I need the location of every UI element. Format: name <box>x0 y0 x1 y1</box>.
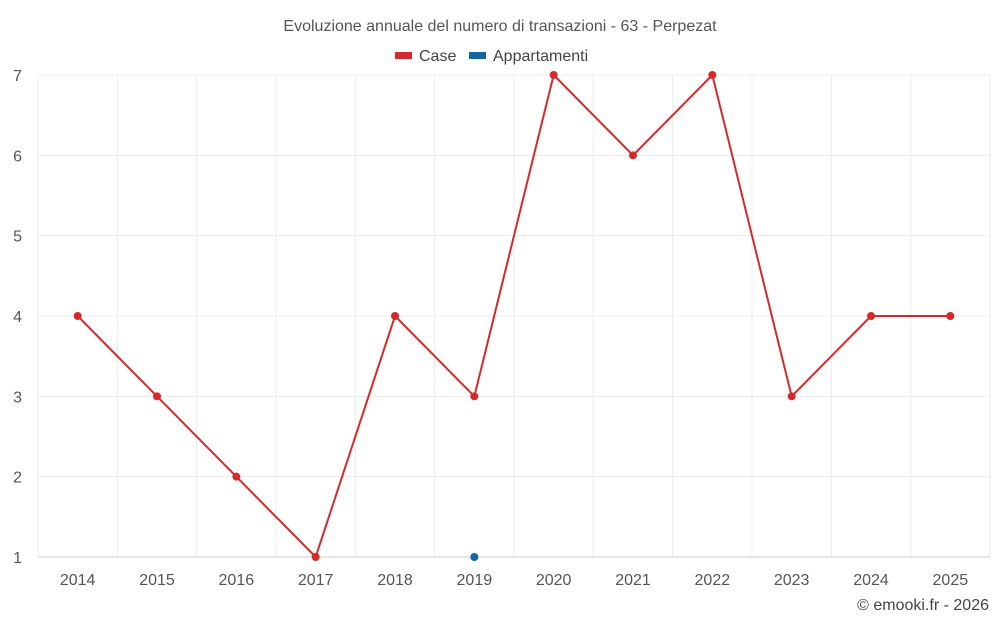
x-tick-label: 2024 <box>853 572 889 589</box>
x-tick-label: 2017 <box>298 572 334 589</box>
series-line-case <box>76 73 951 559</box>
y-tick-label: 7 <box>13 68 22 85</box>
data-point-case-2018[interactable] <box>391 312 399 320</box>
data-point-case-2023[interactable] <box>787 392 796 401</box>
chart-title: Evoluzione annuale del numero di transaz… <box>283 18 717 35</box>
credit-text: © emooki.fr - 2026 <box>857 597 989 614</box>
series <box>73 71 955 561</box>
y-tick-label: 1 <box>13 550 22 567</box>
x-tick-label: 2014 <box>60 572 96 589</box>
y-tick-label: 5 <box>13 229 22 246</box>
data-point-case-2020[interactable] <box>549 71 558 79</box>
axes: 1 2 3 4 5 6 7 2014 2015 2016 2017 2018 2019 2020 2021 2… <box>13 68 990 589</box>
x-tick-label: 2021 <box>615 572 651 589</box>
data-point-case-2021[interactable] <box>629 151 637 160</box>
x-tick-label: 2015 <box>139 572 175 589</box>
data-point-case-2024[interactable] <box>867 312 875 320</box>
y-tick-label: 2 <box>13 470 22 487</box>
x-tick-label: 2023 <box>774 572 810 589</box>
x-tick-label: 2025 <box>933 572 969 589</box>
x-tick-label: 2018 <box>377 572 413 589</box>
y-tick-label: 3 <box>13 389 22 406</box>
data-point-appartamenti-2019[interactable] <box>470 553 479 561</box>
data-point-case-2017[interactable] <box>311 553 320 561</box>
x-tick-label: 2016 <box>219 572 255 589</box>
x-tick-label: 2019 <box>457 572 493 589</box>
legend-swatch-appartamenti <box>469 52 486 59</box>
data-point-case-2015[interactable] <box>153 392 161 401</box>
data-point-case-2025[interactable] <box>946 312 955 320</box>
legend-label-appartamenti[interactable]: Appartamenti <box>493 48 588 65</box>
y-tick-label: 6 <box>13 148 22 165</box>
data-point-case-2022[interactable] <box>708 71 717 79</box>
x-tick-label: 2022 <box>695 572 731 589</box>
data-point-case-2014[interactable] <box>73 312 82 320</box>
legend-label-case[interactable]: Case <box>419 48 456 65</box>
legend-swatch-case <box>395 52 412 59</box>
y-tick-label: 4 <box>13 309 22 326</box>
data-point-case-2019[interactable] <box>470 392 479 401</box>
data-point-case-2016[interactable] <box>232 472 241 481</box>
grid <box>37 74 991 557</box>
legend: Case Appartamenti <box>395 48 588 65</box>
x-tick-label: 2020 <box>536 572 572 589</box>
